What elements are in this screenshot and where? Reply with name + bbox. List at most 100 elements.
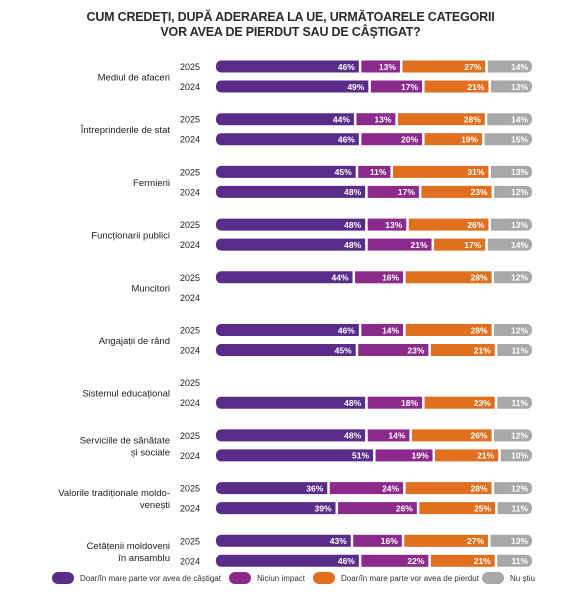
data-label: 14% bbox=[388, 431, 405, 441]
bar-segment-niciun-impact bbox=[361, 554, 429, 567]
bar-segment-niciun-impact bbox=[367, 396, 423, 409]
bar-segment-pierdut bbox=[408, 218, 489, 231]
year-label: 2024 bbox=[180, 556, 200, 566]
data-label: 15% bbox=[511, 135, 528, 145]
data-label: 19% bbox=[461, 135, 478, 145]
data-label: 46% bbox=[338, 325, 355, 335]
data-label: 26% bbox=[471, 431, 488, 441]
bar-segment-nu-stiu bbox=[484, 133, 532, 146]
data-label: 48% bbox=[344, 220, 361, 230]
legend-swatch-pierdut bbox=[313, 572, 335, 584]
data-label: 13% bbox=[511, 220, 528, 230]
data-label: 11% bbox=[511, 556, 528, 566]
data-label: 21% bbox=[474, 345, 491, 355]
data-label: 17% bbox=[464, 240, 481, 250]
year-label: 2024 bbox=[180, 135, 200, 145]
data-label: 12% bbox=[511, 187, 528, 197]
year-label: 2025 bbox=[180, 326, 200, 336]
bar-segment-castigat bbox=[216, 429, 366, 442]
data-label: 23% bbox=[474, 398, 491, 408]
bar-segment-niciun-impact bbox=[355, 271, 404, 284]
year-label: 2024 bbox=[180, 451, 200, 461]
data-label: 46% bbox=[338, 135, 355, 145]
data-label: 20% bbox=[401, 135, 418, 145]
bar-segment-niciun-impact bbox=[356, 113, 396, 126]
category-group: Valorile tradiționale moldo-venești 2025 3… bbox=[58, 482, 532, 515]
data-label: 11% bbox=[511, 503, 528, 513]
data-label: 12% bbox=[511, 273, 528, 283]
year-label: 2025 bbox=[180, 378, 200, 388]
data-label: 21% bbox=[477, 451, 494, 461]
category-label: Muncitori bbox=[131, 283, 170, 294]
bar-segment-castigat bbox=[216, 113, 354, 126]
bar-segment-castigat bbox=[216, 396, 366, 409]
data-label: 36% bbox=[306, 483, 323, 493]
category-label: venești bbox=[140, 500, 170, 511]
data-label: 31% bbox=[467, 167, 484, 177]
bar-segment-nu-stiu bbox=[494, 324, 532, 336]
data-label: 48% bbox=[344, 398, 361, 408]
bar-segment-niciun-impact bbox=[361, 133, 423, 146]
data-label: 13% bbox=[511, 167, 528, 177]
category-label: și sociale bbox=[131, 447, 170, 458]
category-label: Angajații de rând bbox=[99, 336, 170, 347]
data-label: 26% bbox=[396, 503, 413, 513]
category-group: Fermierii 2025 45% 11% 31% 13% 2024 48% 17% 23% 12… bbox=[133, 165, 532, 198]
data-label: 27% bbox=[464, 62, 481, 72]
data-label: 18% bbox=[401, 398, 418, 408]
category-group: Întreprinderile de stat 2025 44% 13% 28% 14% 2… bbox=[80, 113, 532, 146]
bar-segment-niciun-impact bbox=[358, 165, 391, 178]
category-label: Funcționarii publici bbox=[91, 231, 170, 242]
bar-segment-pierdut bbox=[392, 165, 489, 178]
legend-label-castigat: Doar/în mare parte vor avea de câștigat bbox=[80, 573, 221, 583]
bar-segment-pierdut bbox=[419, 502, 496, 515]
bar-segment-niciun-impact bbox=[361, 324, 404, 336]
bar-segment-nu-stiu bbox=[494, 482, 532, 495]
data-label: 14% bbox=[511, 62, 528, 72]
data-label: 13% bbox=[511, 536, 528, 546]
bar-segment-pierdut bbox=[424, 133, 483, 146]
category-group: Funcționarii publici 2025 48% 13% 26% 13% 2024… bbox=[91, 218, 532, 251]
bar-segment-niciun-impact bbox=[375, 449, 433, 462]
bar-segment-castigat bbox=[216, 165, 356, 178]
bar-segment-niciun-impact bbox=[358, 344, 429, 356]
bar-segment-pierdut bbox=[405, 271, 492, 284]
bar-segment-pierdut bbox=[435, 449, 499, 462]
data-label: 28% bbox=[471, 483, 488, 493]
data-label: 10% bbox=[511, 451, 528, 461]
chart-legend: Doar/în mare parte vor avea de câștigat … bbox=[0, 572, 581, 592]
year-label: 2024 bbox=[180, 187, 200, 197]
year-label: 2025 bbox=[180, 273, 200, 283]
bar-segment-pierdut bbox=[404, 534, 489, 547]
category-label: Mediul de afaceri bbox=[98, 73, 170, 84]
bar-segment-castigat bbox=[216, 271, 353, 284]
year-label: 2024 bbox=[180, 82, 200, 92]
bar-segment-nu-stiu bbox=[497, 554, 532, 567]
data-label: 44% bbox=[332, 273, 349, 283]
data-label: 46% bbox=[338, 556, 355, 566]
legend-label-niciun-impact: Niciun impact bbox=[257, 573, 306, 583]
data-label: 39% bbox=[315, 503, 332, 513]
data-label: 23% bbox=[407, 345, 424, 355]
bar-segment-niciun-impact bbox=[338, 502, 417, 515]
data-label: 22% bbox=[407, 556, 424, 566]
bar-segment-nu-stiu bbox=[487, 60, 532, 73]
legend-item-nu-stiu: Nu știu bbox=[482, 572, 535, 584]
data-label: 14% bbox=[511, 240, 528, 250]
year-label: 2025 bbox=[180, 220, 200, 230]
bar-segment-castigat bbox=[216, 502, 336, 515]
stacked-bar-chart: Mediul de afaceri 2025 46% 13% 27% 14% 2024 49%… bbox=[58, 60, 532, 567]
data-label: 21% bbox=[474, 556, 491, 566]
data-label: 23% bbox=[471, 187, 488, 197]
bar-segment-nu-stiu bbox=[494, 429, 532, 442]
year-label: 2024 bbox=[180, 240, 200, 250]
year-label: 2024 bbox=[180, 398, 200, 408]
bar-segment-niciun-impact bbox=[370, 80, 423, 93]
bar-segment-niciun-impact bbox=[367, 238, 432, 251]
bar-segment-castigat bbox=[216, 133, 359, 146]
data-label: 48% bbox=[344, 240, 361, 250]
bar-segment-pierdut bbox=[424, 80, 489, 93]
category-label: Fermierii bbox=[133, 178, 170, 189]
